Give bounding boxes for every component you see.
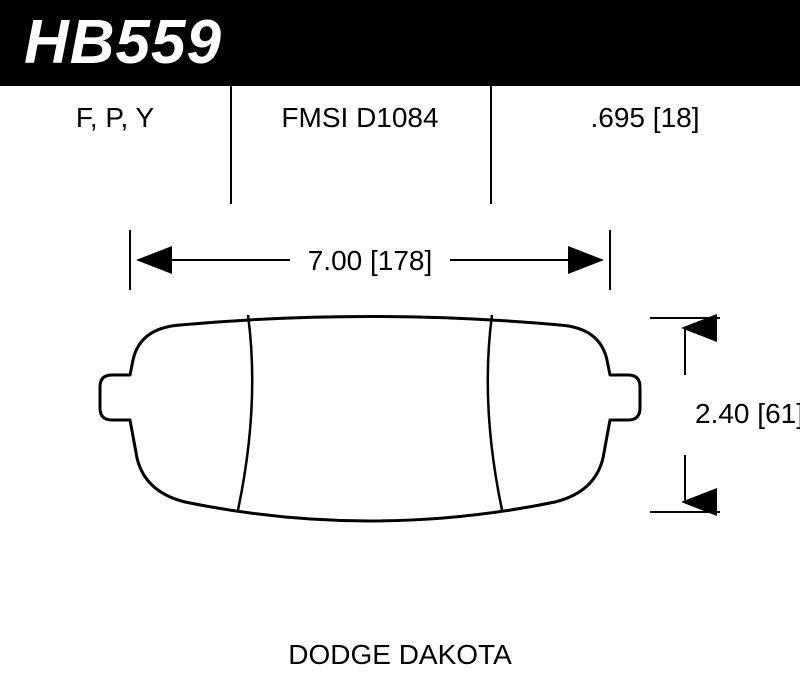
spec-divider-1 [230,84,232,204]
height-label: 2.40 [61] [695,398,800,429]
spec-fmsi: FMSI D1084 [230,84,490,194]
width-in: 7.00 [308,245,363,276]
height-dimension: 2.40 [61] [650,318,800,512]
specs-row: F, P, Y FMSI D1084 .695 [ 18 ] [0,84,800,194]
height-in: 2.40 [695,398,750,429]
spec-sheet: HB559 F, P, Y FMSI D1084 .695 [ 18 ] [0,0,800,691]
thickness-mm: 18 [661,102,692,134]
bracket-close: ] [692,102,700,134]
height-mm: 61 [765,398,796,429]
width-label: 7.00 [178] [308,245,433,276]
drawing-area: 7.00 [178] 2.40 [61] [0,200,800,620]
pad-drawing-svg: 7.00 [178] 2.40 [61] [0,200,800,620]
spec-divider-2 [490,84,492,204]
spec-codes: F, P, Y [0,84,230,194]
header-bar: HB559 [0,0,800,84]
thickness-in: .695 [591,102,646,134]
width-mm: 178 [378,245,425,276]
part-number: HB559 [24,7,222,78]
bracket-open: [ [645,102,661,134]
brake-pad-outline [100,315,640,521]
width-dimension: 7.00 [178] [130,230,610,290]
vehicle-label: DODGE DAKOTA [0,639,800,671]
spec-thickness: .695 [ 18 ] [490,84,800,194]
